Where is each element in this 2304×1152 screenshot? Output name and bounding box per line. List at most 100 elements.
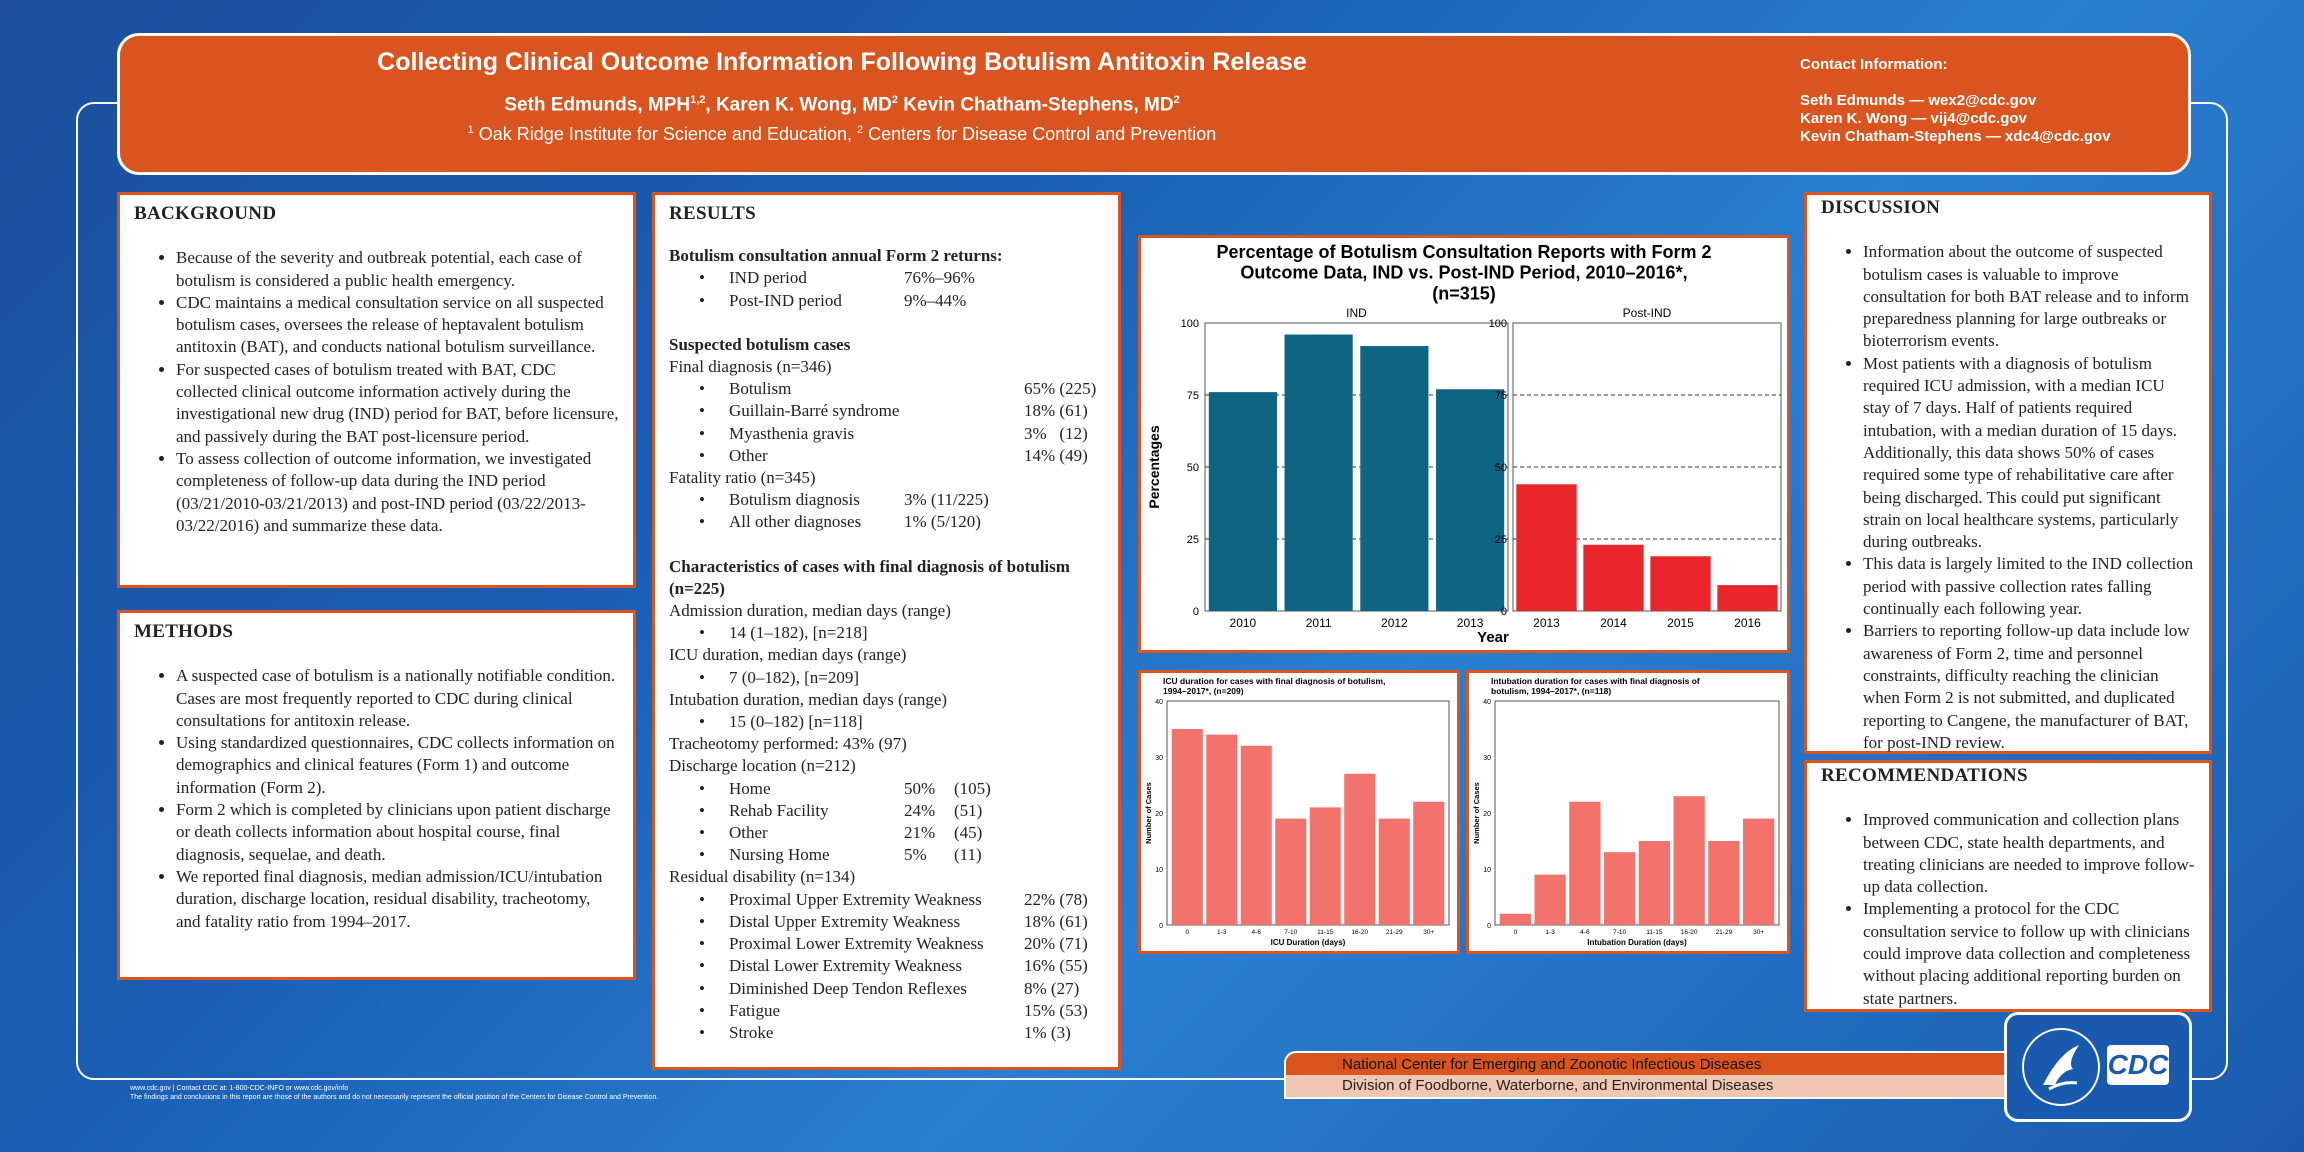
residual-item-label: Proximal Upper Extremity Weakness (729, 889, 982, 909)
y-axis-label: Number of Cases (1472, 782, 1481, 844)
author-3-affil: 2 (1173, 94, 1180, 106)
intubation-label: Intubation duration, median days (range) (669, 689, 948, 709)
residual-value: 18% (61) (1024, 911, 1088, 931)
form2-chart: Percentage of Botulism Consultation Repo… (1146, 242, 1782, 646)
list-item: • All other diagnoses 1% (5/120) (669, 511, 1104, 533)
division-name-bar: Division of Foodborne, Waterborne, and E… (1284, 1075, 2094, 1099)
discussion-list: Information about the outcome of suspect… (1821, 241, 2195, 754)
list-item: Implementing a protocol for the CDC cons… (1863, 898, 2195, 1009)
discharge-label: Discharge location (n=212) (669, 756, 856, 776)
hhs-eagle-icon (2022, 1028, 2100, 1106)
y-tick-label: 0 (1487, 923, 1491, 930)
bar (1275, 818, 1307, 925)
x-tick-label: 1-3 (1217, 929, 1227, 936)
discharge-n: (45) (954, 823, 983, 843)
recommendations-list: Improved communication and collection pl… (1821, 809, 2195, 1010)
list-item: • 14 (1–182), [n=218] (669, 622, 1104, 644)
fatality-label: Fatality ratio (n=345) (669, 468, 816, 488)
y-tick-label: 75 (1187, 390, 1199, 402)
dx-value: 65% (225) (1024, 379, 1097, 399)
bar (1516, 484, 1577, 611)
x-tick-label: 21-29 (1716, 929, 1733, 936)
bar (1603, 852, 1636, 925)
list-item: • Proximal Upper Extremity Weakness 22% (7… (669, 889, 1104, 911)
cdc-logo: CDC (2004, 1012, 2192, 1122)
y-tick-label: 10 (1155, 867, 1163, 874)
list-item: • Home 50% (105) (669, 778, 1104, 800)
residual-item-label: Fatigue (729, 1000, 780, 1020)
discharge-item-label: Rehab Facility (729, 800, 829, 820)
list-item: • Fatigue 15% (53) (669, 1000, 1104, 1022)
tracheotomy: Tracheotomy performed: 43% (97) (669, 734, 907, 754)
y-tick-label: 20 (1483, 811, 1491, 818)
contact-2: Karen K. Wong — vij4@cdc.gov (1800, 110, 2027, 127)
author-2: , Karen K. Wong, MD (705, 94, 892, 116)
dx-value: 3% (12) (1024, 423, 1088, 443)
author-3: Kevin Chatham-Stephens, MD (898, 94, 1174, 116)
x-tick-label: 2013 (1457, 616, 1484, 630)
methods-title: METHODS (134, 621, 234, 642)
x-axis-label: Year (1477, 629, 1509, 646)
list-item: • Guillain-Barré syndrome 18% (61) (669, 400, 1104, 422)
chart-title: (n=315) (1432, 283, 1496, 303)
x-tick-label: 2011 (1306, 616, 1332, 630)
residual-item-label: Stroke (729, 1022, 774, 1042)
x-tick-label: 2016 (1734, 616, 1761, 630)
x-tick-label: 1-3 (1545, 929, 1555, 936)
affil-1: Oak Ridge Institute for Science and Educ… (473, 124, 858, 144)
x-tick-label: 16-20 (1681, 929, 1698, 936)
icu-chart-panel: ICU duration for cases with final diagno… (1138, 670, 1460, 954)
bar (1378, 818, 1410, 925)
author-1-affil: 1,2 (690, 94, 706, 106)
list-item: Barriers to reporting follow-up data inc… (1863, 620, 2195, 754)
results-title: RESULTS (669, 203, 756, 224)
chart-subtitle: ICU duration for cases with final diagno… (1163, 676, 1385, 686)
list-item: • Diminished Deep Tendon Reflexes 8% (27) (669, 978, 1104, 1000)
list-item: To assess collection of outcome informat… (176, 448, 619, 537)
methods-panel: METHODS A suspected case of botulism is … (117, 610, 636, 980)
list-item: • Other 14% (49) (669, 445, 1104, 467)
form2-value: 76%–96% (904, 268, 975, 288)
author-1: Seth Edmunds, MPH (504, 94, 691, 116)
list-item: • Nursing Home 5% (11) (669, 844, 1104, 866)
poster-title: Collecting Clinical Outcome Information … (377, 48, 1307, 76)
discussion-panel: DISCUSSION Information about the outcome… (1804, 192, 2212, 754)
dx-label: Other (729, 445, 768, 465)
bar (1284, 334, 1353, 611)
list-item: • Distal Upper Extremity Weakness 18% (61) (669, 911, 1104, 933)
residual-value: 1% (3) (1024, 1022, 1071, 1042)
residual-value: 20% (71) (1024, 934, 1088, 954)
list-item: For suspected cases of botulism treated … (176, 359, 619, 448)
bar (1499, 913, 1532, 925)
icu-value: 7 (0–182), [n=209] (729, 667, 859, 687)
discharge-n: (11) (954, 845, 982, 865)
residual-item-label: Diminished Deep Tendon Reflexes (729, 978, 967, 998)
bar (1344, 773, 1376, 925)
icu-chart: ICU duration for cases with final diagno… (1144, 676, 1450, 947)
affil-1-num: 1 (467, 124, 474, 136)
x-tick-label: 16-20 (1351, 929, 1368, 936)
suspected-title: Suspected botulism cases (669, 334, 851, 354)
y-tick-label: 40 (1155, 699, 1163, 706)
icu-label: ICU duration, median days (range) (669, 645, 907, 665)
y-tick-label: 20 (1155, 811, 1163, 818)
fatality-label-item: All other diagnoses (729, 512, 862, 532)
background-panel: BACKGROUND Because of the severity and o… (117, 192, 636, 588)
y-axis-label: Percentages (1146, 425, 1162, 508)
intubation-value: 15 (0–182) [n=118] (729, 712, 863, 732)
form2-value: 9%–44% (904, 290, 967, 310)
bar (1673, 796, 1705, 925)
x-tick-label: 2014 (1600, 616, 1627, 630)
y-tick-label: 0 (1159, 923, 1163, 930)
intubation-chart: Intubation duration for cases with final… (1472, 676, 1780, 947)
list-item: • Myasthenia gravis 3% (12) (669, 423, 1104, 445)
y-tick-label: 25 (1495, 534, 1507, 546)
list-item: This data is largely limited to the IND … (1863, 553, 2195, 620)
x-tick-label: 2013 (1533, 616, 1560, 630)
list-item: • Proximal Lower Extremity Weakness 20% (7… (669, 933, 1104, 955)
x-tick-label: 30+ (1423, 929, 1434, 936)
dx-label: Guillain-Barré syndrome (729, 401, 900, 421)
residual-value: 15% (53) (1024, 1000, 1088, 1020)
y-tick-label: 40 (1483, 699, 1491, 706)
contact-info: Contact Information: Seth Edmunds — wex2… (1800, 56, 2111, 146)
